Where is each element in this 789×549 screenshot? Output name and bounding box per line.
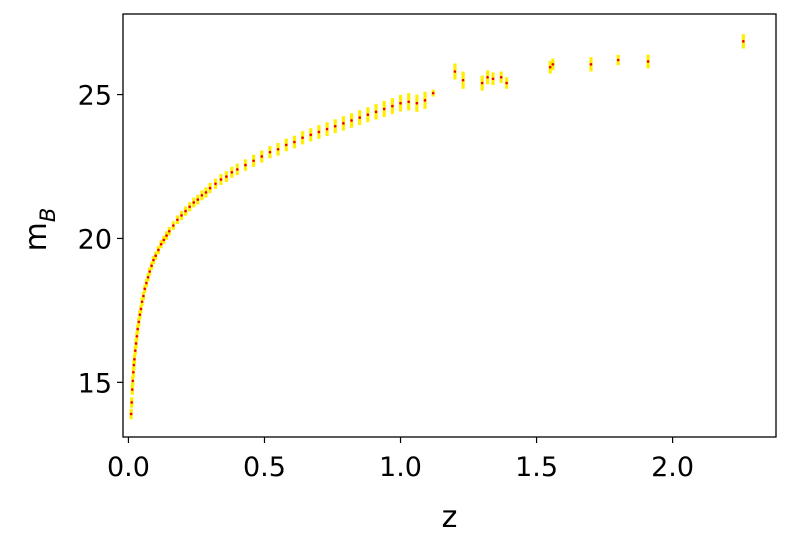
data-point: [491, 77, 495, 81]
data-point: [132, 370, 135, 374]
data-point: [150, 264, 153, 268]
y-tick-label: 20: [78, 224, 112, 255]
data-point: [219, 178, 223, 181]
x-tick-label: 1.5: [515, 452, 558, 483]
data-point: [230, 170, 234, 174]
y-axis-ticks: 15 20 25: [78, 81, 123, 399]
data-point: [176, 218, 179, 222]
data-point: [486, 76, 489, 79]
y-axis-label-main: m: [19, 222, 54, 251]
error-bars: [129, 34, 745, 420]
data-point: [200, 193, 204, 197]
data-point: [382, 107, 386, 111]
data-point: [309, 133, 313, 137]
data-point: [423, 99, 427, 102]
data-point: [138, 313, 142, 317]
data-point: [548, 65, 552, 69]
x-tick-label: 0.5: [243, 452, 286, 483]
data-point: [180, 214, 183, 217]
data-point: [165, 234, 168, 237]
data-point: [235, 168, 239, 171]
data-point: [276, 147, 280, 151]
data-point: [431, 91, 435, 95]
data-point: [407, 100, 410, 104]
y-axis-label: mB: [19, 208, 60, 252]
data-point: [167, 229, 171, 233]
y-tick-label: 15: [78, 368, 112, 399]
y-axis-label-subscript: B: [36, 208, 60, 222]
x-axis-label: z: [442, 500, 458, 535]
x-tick-label: 1.0: [379, 452, 422, 483]
data-point: [192, 201, 196, 204]
data-point: [366, 113, 370, 117]
data-point: [172, 224, 175, 227]
data-point: [284, 143, 288, 147]
data-point: [260, 155, 264, 158]
data-point: [129, 412, 133, 416]
data-point: [130, 401, 134, 404]
data-point: [252, 159, 255, 163]
data-point: [399, 101, 402, 105]
data-point: [453, 70, 457, 73]
data-point: [146, 275, 150, 279]
data-point: [143, 287, 147, 291]
data-point: [415, 101, 419, 105]
data-point: [157, 248, 160, 252]
data-point: [134, 342, 138, 345]
data-point: [742, 40, 745, 43]
data-point: [301, 136, 304, 140]
data-point: [499, 76, 503, 79]
data-point: [148, 270, 151, 273]
data-point: [646, 60, 650, 63]
data-point: [293, 140, 296, 144]
data-point: [317, 130, 321, 134]
data-point: [133, 349, 137, 352]
data-point: [616, 58, 620, 62]
data-point: [130, 388, 134, 391]
data-point: [350, 119, 353, 122]
data-point: [145, 281, 148, 285]
x-tick-label: 0.0: [107, 452, 150, 483]
data-point: [333, 124, 337, 128]
data-point: [136, 327, 139, 331]
data-point: [133, 358, 136, 361]
data-point: [142, 294, 145, 298]
data-point: [589, 63, 593, 66]
data-point: [139, 307, 143, 311]
data-point: [135, 334, 139, 338]
data-point: [551, 63, 555, 66]
data-point: [204, 191, 208, 194]
data-point: [208, 186, 212, 190]
data-point: [131, 379, 135, 383]
data-point: [480, 81, 484, 85]
data-point: [325, 127, 329, 131]
data-point: [184, 209, 187, 213]
data-point: [152, 258, 155, 262]
y-tick-label: 25: [78, 81, 112, 112]
data-point: [225, 175, 228, 178]
x-axis-ticks: 0.0 0.5 1.0 1.5 2.0: [107, 437, 694, 483]
data-point: [342, 122, 345, 125]
plot-frame: [122, 13, 777, 438]
data-point: [137, 320, 141, 324]
data-point: [244, 163, 247, 167]
data-point: [268, 150, 272, 154]
x-tick-label: 2.0: [651, 452, 694, 483]
data-point: [132, 363, 136, 367]
data-points: [129, 40, 745, 416]
data-point: [214, 182, 217, 186]
data-point: [188, 205, 191, 209]
data-point: [140, 300, 144, 304]
data-point: [162, 238, 166, 242]
data-point: [358, 116, 362, 119]
data-point: [505, 81, 508, 85]
data-point: [159, 242, 163, 246]
data-point: [374, 110, 378, 114]
data-point: [391, 104, 394, 108]
data-point: [154, 254, 157, 258]
data-point: [196, 198, 200, 201]
data-point: [461, 78, 465, 82]
